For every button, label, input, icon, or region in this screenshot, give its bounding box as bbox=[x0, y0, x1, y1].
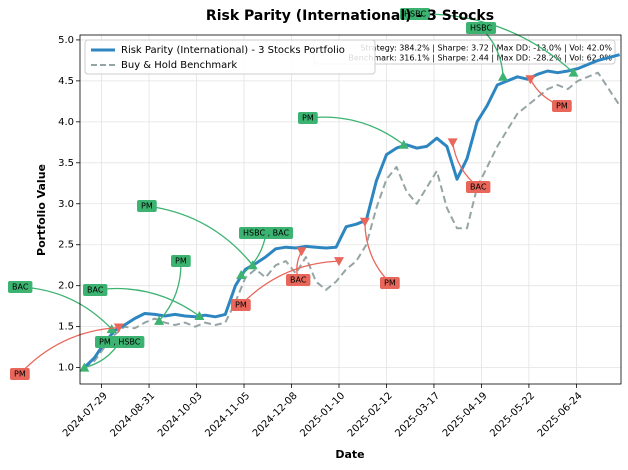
legend-label: Buy & Hold Benchmark bbox=[121, 60, 237, 71]
x-axis-label: Date bbox=[335, 448, 364, 461]
annotation: HSBC bbox=[466, 22, 509, 81]
annotation-label: PM bbox=[14, 370, 26, 379]
annotation: PM , HSBC bbox=[79, 336, 145, 372]
buy-marker bbox=[154, 315, 165, 325]
annotation: HSBC bbox=[400, 8, 579, 77]
annotation-box bbox=[466, 22, 497, 34]
sell-marker bbox=[333, 257, 344, 267]
annotation-label: PM bbox=[384, 279, 396, 288]
annotation-box bbox=[137, 200, 157, 212]
annotation-box bbox=[95, 336, 145, 348]
annotations: PM , HSBC BAC PM PM BAC HSBC , BAC PM BAC PM PM PM… bbox=[8, 8, 579, 380]
annotation-label: BAC bbox=[87, 286, 104, 295]
y-axis-label: Portfolio Value bbox=[35, 164, 48, 256]
annotation-label: HSBC bbox=[404, 10, 426, 19]
annotation-label: PM bbox=[175, 257, 187, 266]
buy-marker bbox=[194, 311, 205, 321]
annotation-box bbox=[298, 112, 318, 124]
annotation-arrow bbox=[19, 326, 119, 375]
chart-title: Risk Parity (International) - 3 Stocks bbox=[206, 8, 494, 24]
annotation: BAC bbox=[83, 284, 205, 321]
sell-marker bbox=[447, 138, 458, 148]
annotation: PM bbox=[231, 257, 344, 311]
annotation-label: BAC bbox=[470, 183, 487, 192]
annotation-arrow bbox=[146, 205, 254, 266]
annotation: BAC bbox=[447, 138, 491, 193]
annotation-label: BAC bbox=[290, 276, 307, 285]
y-tick-label: 4.5 bbox=[58, 76, 74, 87]
annotation-label: PM bbox=[235, 301, 247, 310]
buy-marker bbox=[236, 270, 247, 280]
annotation: PM bbox=[359, 217, 400, 289]
axes-frame bbox=[79, 34, 622, 385]
annotation-label: BAC bbox=[12, 283, 29, 292]
y-tick-label: 1.0 bbox=[58, 363, 74, 374]
legend-frame bbox=[84, 39, 376, 75]
annotation-box bbox=[380, 277, 400, 289]
buy-marker bbox=[498, 71, 509, 81]
y-tick-label: 4.0 bbox=[58, 117, 74, 128]
annotation-arrow bbox=[240, 260, 340, 306]
buy-marker bbox=[398, 139, 409, 149]
annotation-label: PM , HSBC bbox=[99, 338, 141, 347]
annotation-box bbox=[83, 284, 108, 296]
y-tick-label: 5.0 bbox=[58, 35, 74, 46]
sell-marker bbox=[359, 217, 370, 227]
annotation-label: PM bbox=[556, 102, 568, 111]
sell-marker bbox=[113, 323, 124, 333]
annotation-box bbox=[400, 8, 431, 20]
annotation: PM bbox=[154, 255, 191, 325]
annotation-arrow bbox=[307, 116, 405, 146]
legend-label: Risk Parity (International) - 3 Stocks P… bbox=[121, 45, 345, 56]
annotation-box bbox=[286, 274, 311, 286]
series-line bbox=[83, 53, 620, 369]
annotation: PM bbox=[298, 112, 409, 149]
buy-marker bbox=[247, 260, 258, 270]
sell-marker bbox=[525, 75, 536, 85]
annotation-box bbox=[231, 299, 251, 311]
annotation: PM bbox=[10, 323, 124, 380]
annotation: BAC bbox=[286, 247, 311, 286]
annotation-arrow bbox=[414, 13, 574, 74]
y-tick-label: 3.0 bbox=[58, 199, 74, 210]
annotation-box bbox=[10, 368, 30, 380]
y-tick-label: 2.5 bbox=[58, 240, 74, 251]
sell-marker bbox=[296, 247, 307, 257]
annotation-box bbox=[466, 181, 491, 193]
annotation-label: PM bbox=[302, 114, 314, 123]
stats-line: Strategy: 384.2% | Sharpe: 3.72 | Max DD… bbox=[360, 44, 612, 53]
buy-marker bbox=[568, 67, 579, 77]
annotation-box bbox=[171, 255, 191, 267]
buy-marker bbox=[79, 362, 90, 372]
stats-line: Benchmark: 316.1% | Sharpe: 2.44 | Max D… bbox=[348, 54, 612, 63]
plot-area bbox=[83, 53, 621, 369]
annotation-label: HSBC , BAC bbox=[243, 229, 289, 238]
annotation-label: PM bbox=[141, 202, 153, 211]
legend: Risk Parity (International) - 3 Stocks P… bbox=[84, 39, 376, 75]
annotation: PM bbox=[137, 200, 258, 270]
annotation-box bbox=[8, 281, 33, 293]
annotation: HSBC , BAC bbox=[236, 227, 294, 280]
annotation: PM bbox=[525, 75, 572, 112]
annotation-arrow bbox=[158, 260, 182, 322]
y-tick-label: 3.5 bbox=[58, 158, 74, 169]
y-tick-label: 1.5 bbox=[58, 322, 74, 333]
annotation-box bbox=[239, 227, 294, 239]
annotation-label: HSBC bbox=[470, 24, 492, 33]
annotation-box bbox=[552, 100, 572, 112]
y-tick-label: 2.0 bbox=[58, 281, 74, 292]
